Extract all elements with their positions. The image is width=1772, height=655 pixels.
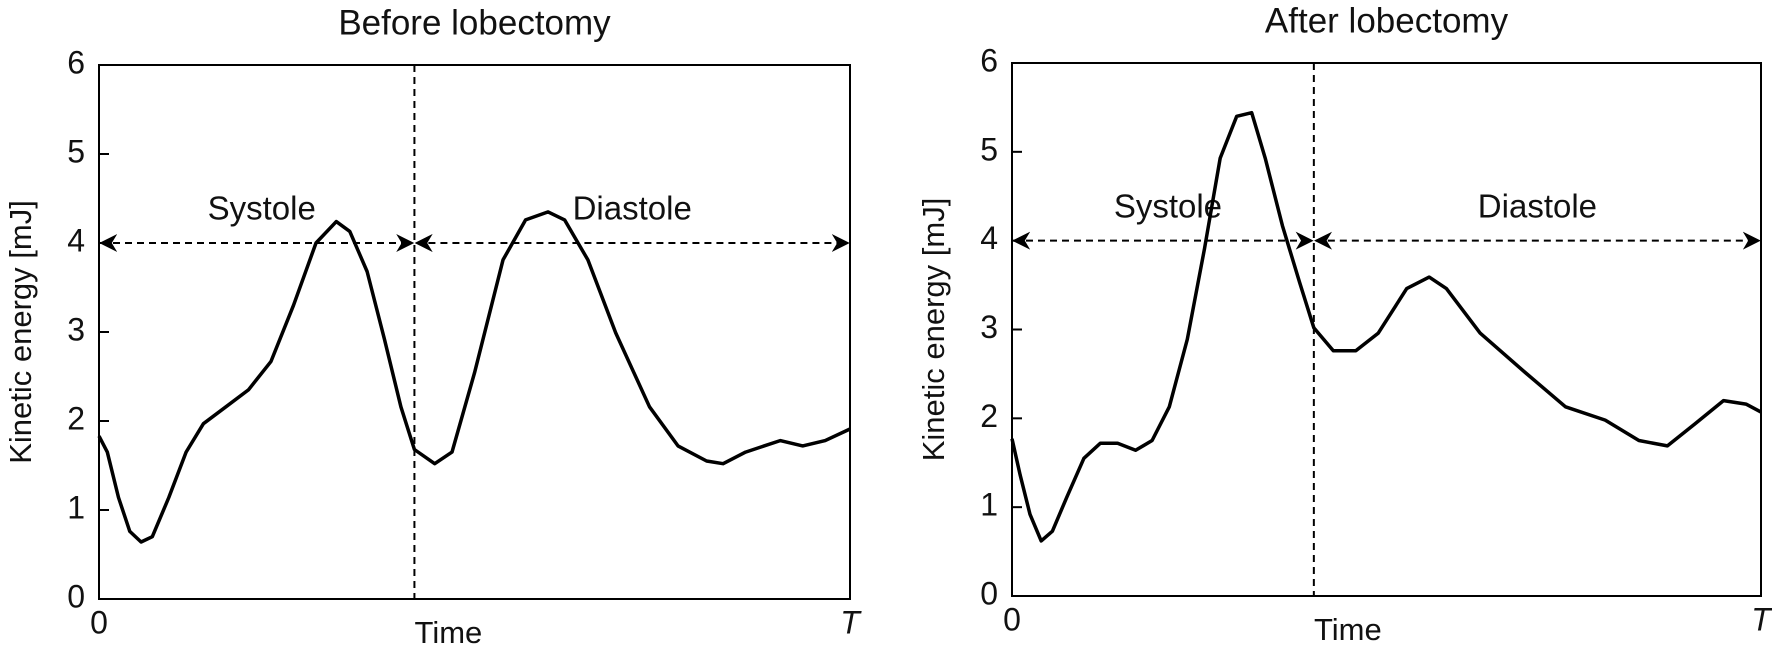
phase-label: Diastole [1478,187,1597,224]
y-tick-label: 3 [67,311,85,347]
x-tick-label: 0 [1003,601,1021,637]
data-line [1010,110,1762,543]
phase-label: Systole [208,190,316,227]
plot-frame [1011,62,1762,597]
chart: After lobectomy 0 1 2 3 4 5 6 0 T Time Kinetic ener… [916,1,1772,647]
y-tick-label: 6 [980,42,998,78]
chart: Before lobectomy 0 1 2 3 4 5 6 0 T Time Kinetic ene… [3,3,862,650]
x-tick-label: T [840,604,862,640]
y-tick-label: 0 [980,575,998,611]
y-tick-label: 0 [67,578,85,614]
x-axis-label: Time [415,615,483,650]
y-tick-label: 2 [980,398,998,434]
x-tick-label: T [1751,601,1772,637]
chart-title: Before lobectomy [338,3,611,42]
y-tick-label: 4 [980,220,998,256]
y-tick-label: 6 [67,44,85,80]
plot-frame [98,64,851,600]
y-tick-label: 3 [980,309,998,345]
y-tick-label: 1 [980,487,998,523]
y-tick-label: 5 [67,133,85,169]
y-axis-label: Kinetic energy [mJ] [916,198,951,462]
y-tick-label: 5 [980,131,998,167]
phase-label: Systole [1114,187,1222,224]
data-line [97,210,851,544]
chart-title: After lobectomy [1265,1,1509,40]
y-tick-label: 2 [67,400,85,436]
y-axis-label: Kinetic energy [mJ] [3,200,38,464]
y-tick-label: 4 [67,222,85,258]
x-tick-label: 0 [90,604,108,640]
x-axis-label: Time [1314,612,1382,647]
y-tick-label: 1 [67,489,85,525]
phase-label: Diastole [573,190,692,227]
